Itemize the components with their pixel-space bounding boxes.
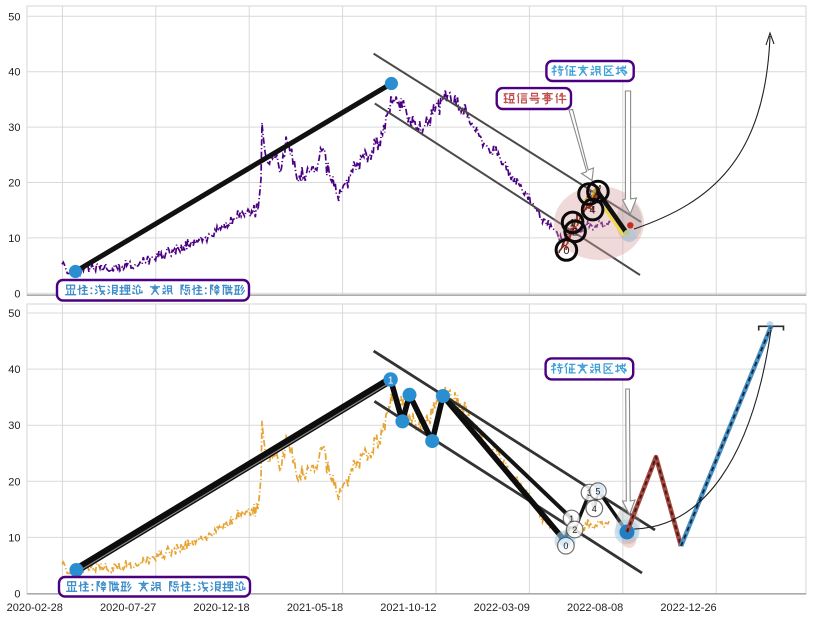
svg-text:0: 0: [563, 245, 569, 257]
svg-text:30: 30: [8, 420, 20, 432]
svg-text:2: 2: [572, 525, 577, 535]
svg-text:2020-12-18: 2020-12-18: [193, 602, 249, 614]
svg-text:0: 0: [14, 589, 20, 601]
svg-text:5: 5: [595, 187, 601, 199]
svg-text:1: 1: [569, 514, 574, 524]
svg-text:50: 50: [8, 11, 20, 23]
svg-text:2020-02-28: 2020-02-28: [7, 602, 63, 614]
svg-text:4: 4: [592, 504, 597, 514]
svg-text:40: 40: [8, 67, 20, 79]
svg-text:0: 0: [563, 541, 568, 551]
svg-text:50: 50: [8, 308, 20, 320]
svg-text:0: 0: [14, 288, 20, 300]
svg-text:20: 20: [8, 476, 20, 488]
svg-text:10: 10: [8, 532, 20, 544]
svg-text:5: 5: [595, 487, 600, 497]
svg-text:4: 4: [590, 205, 596, 217]
svg-text:1: 1: [570, 217, 576, 229]
svg-text:1: 1: [388, 376, 394, 387]
svg-text:2022-03-09: 2022-03-09: [474, 602, 530, 614]
svg-text:2022-08-08: 2022-08-08: [567, 602, 623, 614]
svg-text:2020-07-27: 2020-07-27: [100, 602, 156, 614]
svg-text:20: 20: [8, 178, 20, 190]
svg-text:2021-05-18: 2021-05-18: [287, 602, 343, 614]
svg-text:2022-12-26: 2022-12-26: [660, 602, 716, 614]
svg-text:2: 2: [572, 226, 578, 238]
svg-text:10: 10: [8, 233, 20, 245]
svg-text:40: 40: [8, 364, 20, 376]
svg-text:2021-10-12: 2021-10-12: [380, 602, 436, 614]
svg-text:30: 30: [8, 122, 20, 134]
